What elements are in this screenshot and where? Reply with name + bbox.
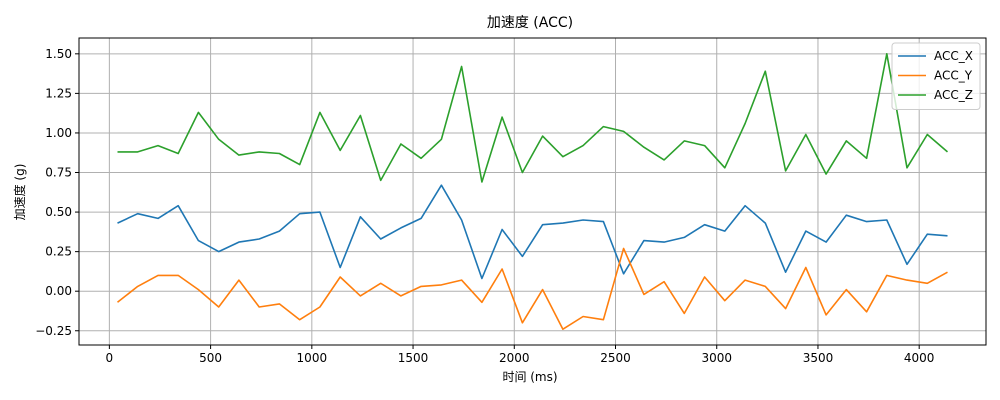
x-tick-label: 1000: [297, 351, 328, 365]
x-tick-label: 4000: [904, 351, 935, 365]
legend-box: [891, 42, 981, 110]
legend-entry-label: ACC_Y: [934, 69, 973, 83]
y-tick-label: 0.00: [45, 284, 72, 298]
y-tick-label: 0.50: [45, 205, 72, 219]
plot-area-frame: [78, 37, 987, 346]
y-tick-label: 1.25: [45, 86, 72, 100]
y-tick-label: 0.75: [45, 166, 72, 180]
x-tick-label: 0: [106, 351, 114, 365]
x-axis-ticks: 0 500 1000 1500 2000 2500 3000 3500 4000: [106, 345, 935, 365]
series-lines: [117, 52, 949, 331]
y-axis-label: 加速度 (g): [12, 164, 27, 221]
series-line-acc-x: [117, 184, 948, 280]
x-tick-label: 2000: [499, 351, 530, 365]
legend: ACC_X ACC_Y ACC_Z: [891, 42, 981, 110]
series-line-acc-z: [117, 52, 949, 183]
x-tick-label: 2500: [600, 351, 631, 365]
x-tick-label: 3000: [701, 351, 732, 365]
series-line-acc-y: [117, 247, 948, 331]
x-tick-label: 500: [199, 351, 222, 365]
y-tick-label: 1.50: [45, 47, 72, 61]
y-tick-label: −0.25: [35, 324, 72, 338]
y-tick-label: 0.25: [45, 245, 72, 259]
x-tick-label: 3500: [803, 351, 834, 365]
x-axis-label: 时间 (ms): [502, 370, 557, 384]
legend-entry-label: ACC_Z: [934, 88, 973, 102]
legend-entry-label: ACC_X: [934, 49, 973, 63]
chart-title: 加速度 (ACC): [487, 15, 573, 31]
y-axis-ticks: −0.25 0.00 0.25 0.50 0.75 1.00 1.25 1.50: [35, 47, 79, 338]
x-tick-label: 1500: [398, 351, 429, 365]
y-tick-label: 1.00: [45, 126, 72, 140]
